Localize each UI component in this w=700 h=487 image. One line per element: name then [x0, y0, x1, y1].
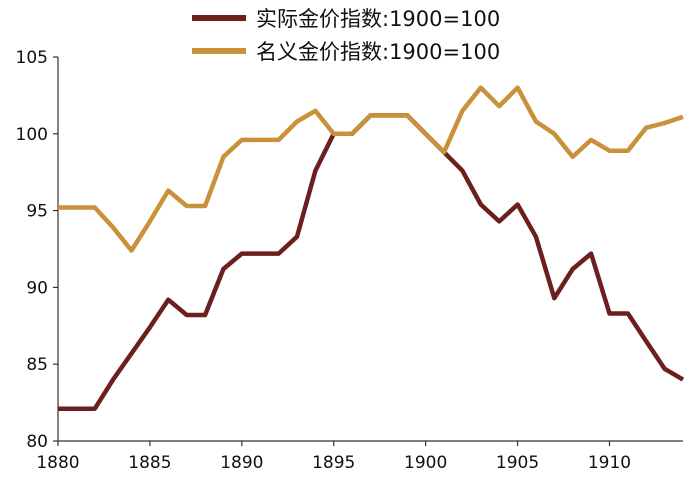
x-tick-label: 1905 [496, 453, 539, 473]
legend-label-1: 实际金价指数:1900=100 [256, 7, 500, 31]
series-line-2 [58, 85, 684, 253]
x-tick-label: 1880 [36, 453, 79, 473]
axes: 80 85 90 95 100 105 1880 1885 1890 1895 1900 1905 19… [16, 48, 683, 473]
x-tick-label: 1890 [220, 453, 263, 473]
x-tick-label: 1885 [128, 453, 171, 473]
legend-label-2: 名义金价指数:1900=100 [256, 40, 500, 64]
x-tick-label: 1910 [588, 453, 631, 473]
y-tick-label: 100 [16, 125, 48, 145]
x-tick-label: 1895 [312, 453, 355, 473]
y-tick-label: 80 [26, 432, 48, 452]
legend: 实际金价指数:1900=100 名义金价指数:1900=100 [192, 7, 500, 64]
series-line-1 [58, 113, 685, 411]
y-tick-label: 105 [16, 48, 48, 68]
series-group [58, 85, 685, 411]
y-tick-label: 90 [26, 278, 48, 298]
y-tick-label: 95 [26, 202, 48, 222]
x-tick-label: 1900 [404, 453, 447, 473]
y-tick-label: 85 [26, 355, 48, 375]
